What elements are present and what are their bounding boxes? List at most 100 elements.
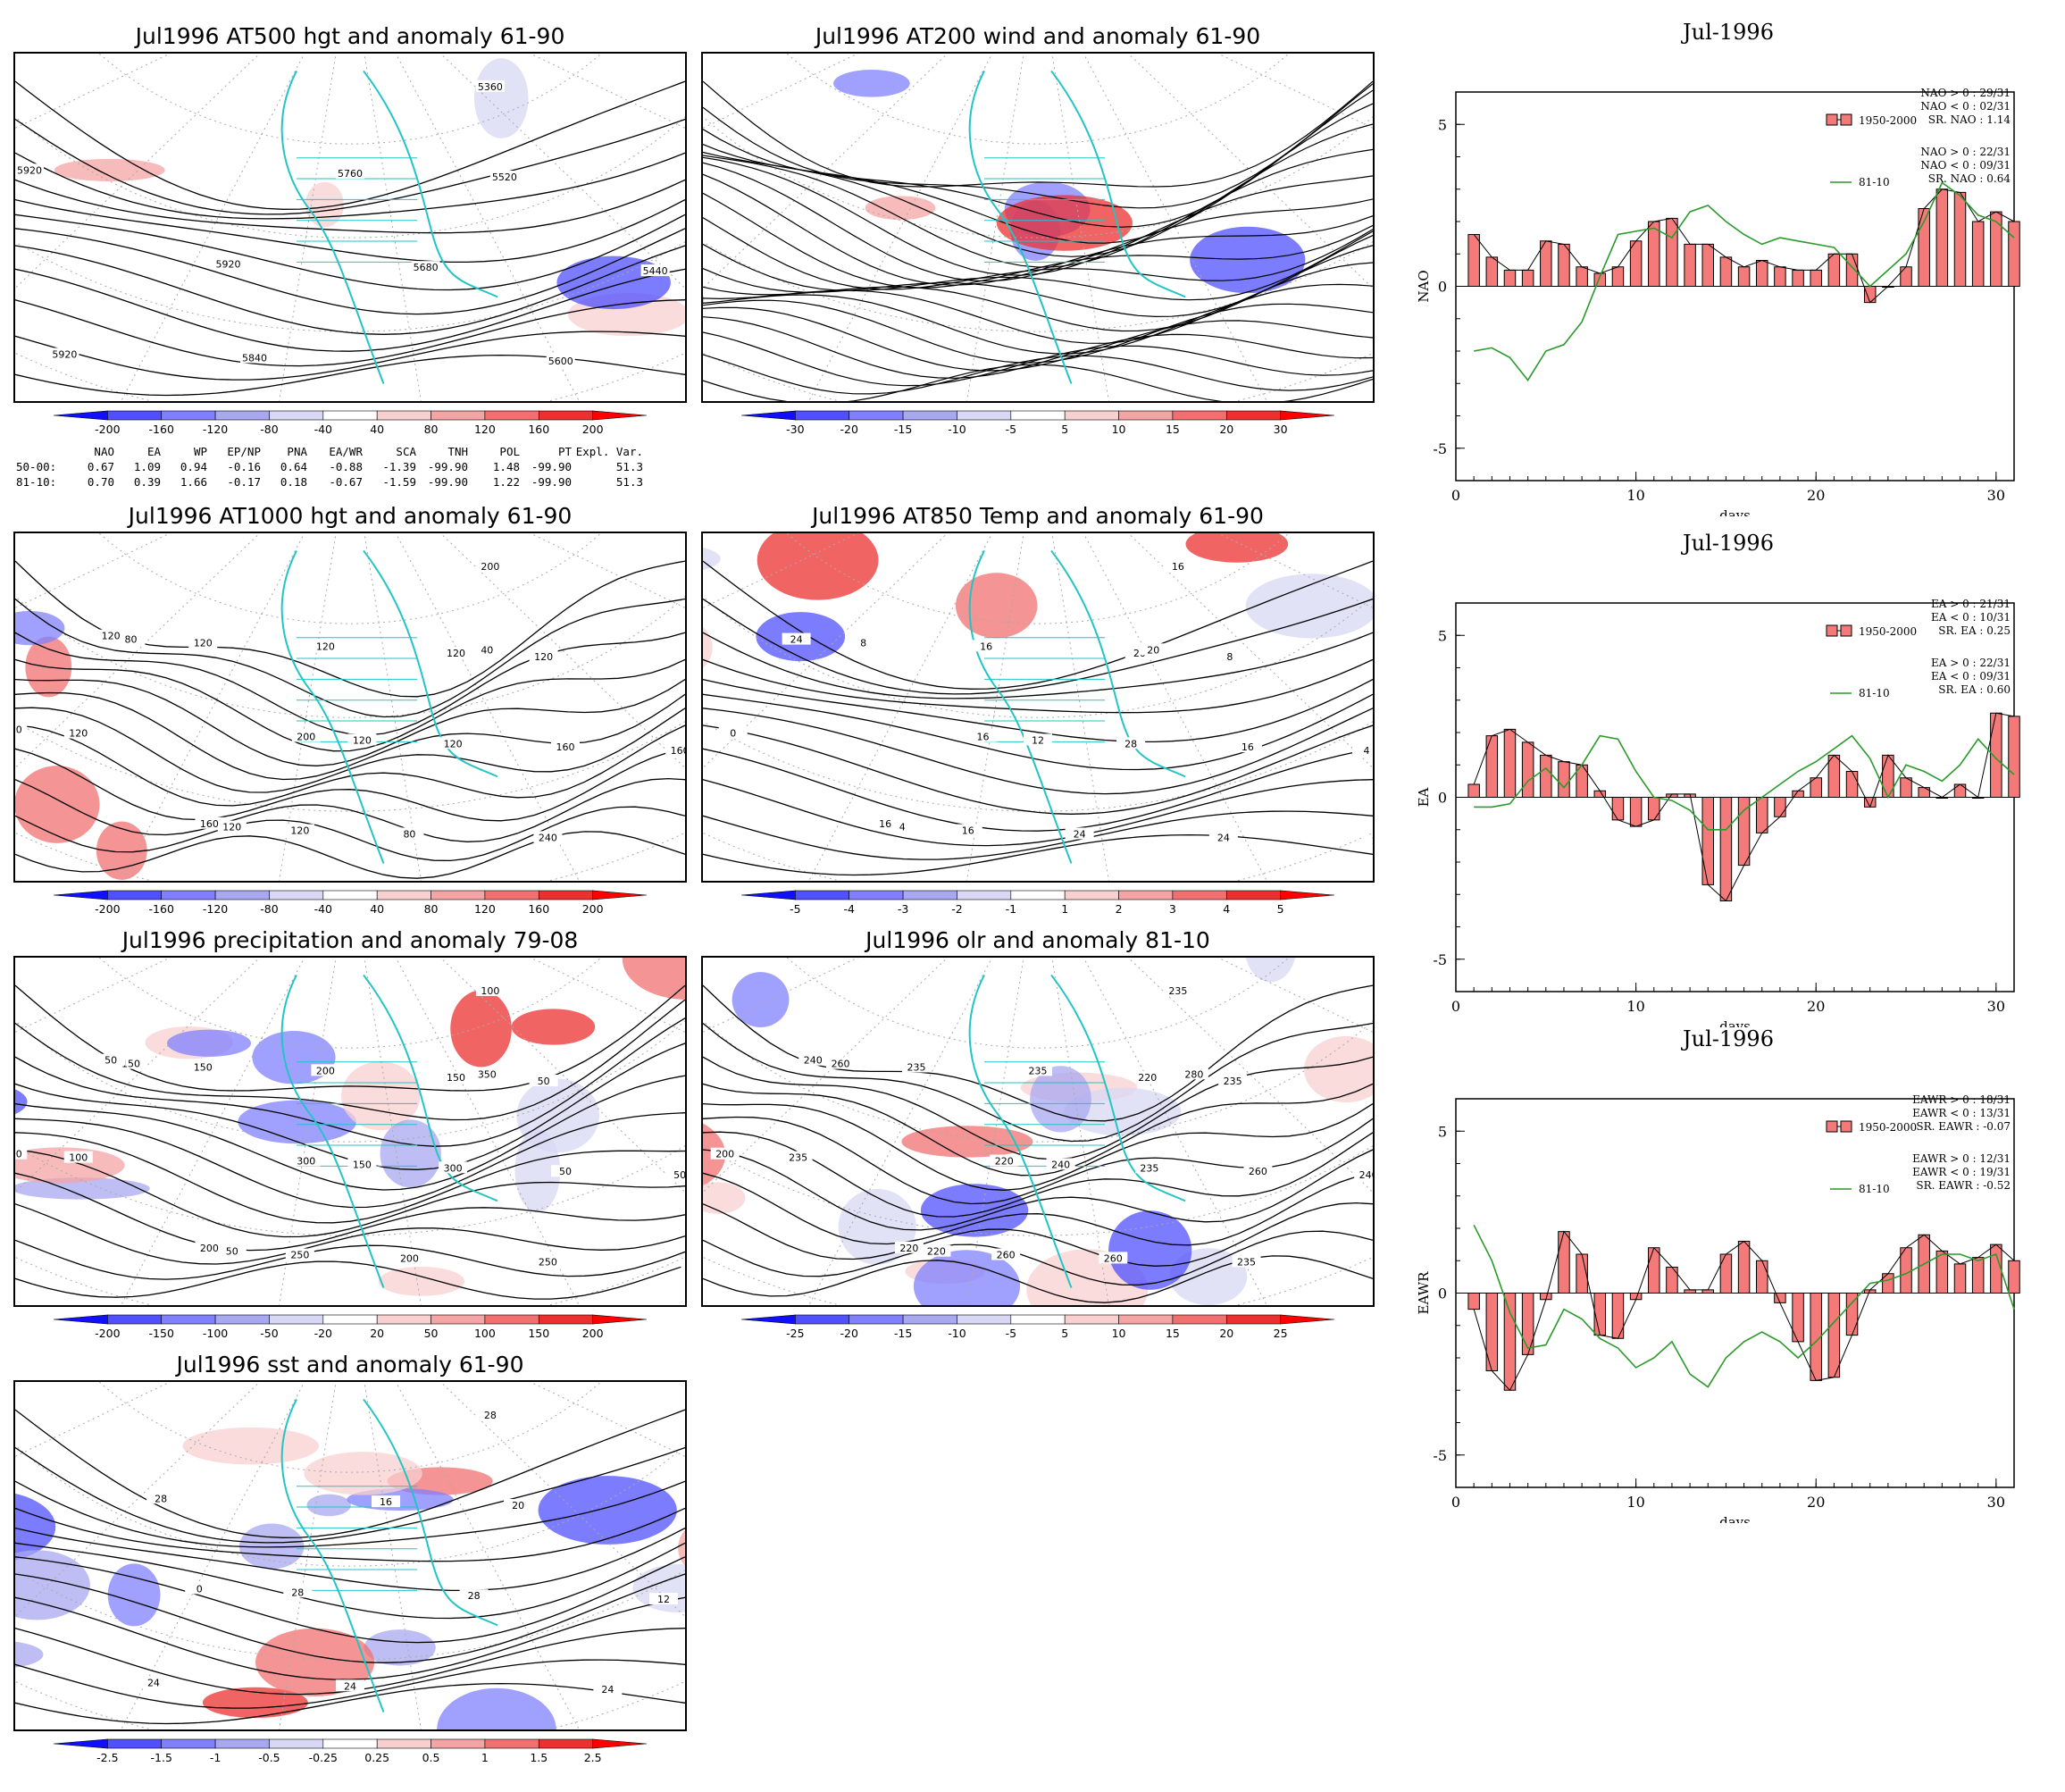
index-table-row: 81-10: 0.70 0.39 1.66 -0.17 0.18 -0.67 -… (16, 474, 643, 490)
bar (1467, 783, 1480, 798)
anomaly-shading (306, 1494, 351, 1517)
contour-label: 200 (681, 834, 685, 847)
colorbar-segment (795, 410, 850, 421)
anomaly-shading (54, 158, 165, 182)
contour-label: 4 (1351, 744, 1373, 757)
contour-label-text: 240 (1051, 1159, 1070, 1170)
contour-label: 120 (96, 629, 126, 642)
contour-line (15, 1573, 685, 1663)
contour-label-bg (1215, 650, 1244, 663)
contour-label-text: 28 (468, 1590, 481, 1602)
bar (1774, 266, 1786, 287)
anomaly-shading (15, 1493, 56, 1561)
colorbar-svg: -200 -150 -100 -50 -20 20 50 100 150 200 (53, 1314, 648, 1340)
colorbar-tick-label: 200 (582, 1327, 604, 1340)
map-panel-at1000: Jul1996 AT1000 hgt and anomaly 61-90 200 1… (13, 503, 687, 943)
bar (1521, 269, 1534, 287)
coastline (968, 70, 1186, 384)
index-table: NAO EA WP EP/NP PNA EA/WR SCA TNH POL PT… (16, 444, 643, 490)
colorbar-arrow-right (592, 1738, 648, 1749)
bar (1611, 1293, 1625, 1339)
colorbar-svg: -30 -20 -15 -10 -5 5 10 15 20 30 (740, 410, 1335, 436)
legend-label-bar: 1950-2000 (1859, 114, 1917, 127)
contour-label-bg (146, 1492, 176, 1504)
contour-line (703, 1255, 1373, 1303)
anomaly-shading (703, 626, 713, 668)
bar (1719, 256, 1733, 287)
bar (1719, 797, 1733, 901)
contour-label-text: 80 (124, 634, 137, 646)
contour-label: 260 (1099, 1252, 1128, 1264)
contour-label-text: 12 (1032, 734, 1044, 746)
contour-label-bg (1243, 1165, 1273, 1177)
contour-label-bg (826, 1057, 856, 1069)
contour-line (15, 748, 685, 822)
contour-label: 160 (195, 816, 224, 830)
contour-label: 50 (665, 1168, 685, 1181)
anomaly-shading (202, 1687, 308, 1719)
contour-label: 220 (1133, 1071, 1162, 1084)
colorbar-segment (161, 1314, 216, 1325)
table-cell: -0.67 (329, 475, 363, 489)
bar (1521, 1293, 1534, 1355)
anomaly-shading (473, 58, 529, 138)
colorbar-tick-label: -5 (1006, 423, 1016, 436)
colorbar-tick-label: 160 (528, 902, 549, 916)
colorbar-tick-label: 2 (1116, 902, 1123, 916)
graticule-meridian (350, 533, 685, 538)
streamline (703, 192, 1373, 289)
contour-label-bg (665, 1168, 685, 1181)
bar (1648, 797, 1660, 821)
contour-label-text: 16 (380, 1496, 392, 1508)
anomaly-shading (15, 610, 65, 646)
anomaly-shading (238, 1523, 305, 1570)
contour-line (15, 1409, 685, 1538)
contour-label: 24 (336, 1679, 364, 1692)
colorbar-tick-label: 80 (424, 902, 439, 916)
contour-label-bg (185, 1582, 214, 1595)
contour-label-text: 250 (539, 1256, 557, 1268)
colorbar-tick-label: 1.5 (530, 1751, 548, 1764)
contour-label-bg (1024, 733, 1052, 746)
coastline (968, 974, 1186, 1288)
colorbar-tick-label: 200 (582, 902, 604, 916)
contour-line (15, 1659, 685, 1709)
bar (1953, 191, 1967, 287)
contour-label-bg (291, 1154, 321, 1167)
anomaly-shading (913, 1250, 1021, 1305)
bar (1648, 1247, 1660, 1294)
header-cell: SCA (396, 445, 416, 458)
contour-label-bg (411, 261, 440, 273)
anomaly-shading (15, 1089, 28, 1115)
header-cell: TNH (447, 445, 468, 458)
contour-label-text: 28 (484, 1410, 497, 1421)
colorbar-tick-label: -40 (314, 423, 332, 436)
contour-label-text: 120 (444, 738, 463, 749)
contour-label: 16 (968, 730, 998, 743)
bar (1611, 797, 1625, 821)
x-tick-label: 10 (1626, 487, 1644, 504)
contour-label: 0 (185, 1582, 214, 1595)
table-cell: -0.17 (227, 475, 261, 489)
contour-label-text: 0 (730, 728, 736, 740)
colorbar-arrow-right (592, 1314, 648, 1325)
contour-label: 150 (441, 1071, 471, 1084)
contour-label: 20 (504, 1499, 533, 1511)
bar (2008, 1260, 2020, 1294)
contour-label: 5520 (489, 171, 519, 183)
series-line-81-10 (1473, 1225, 2015, 1388)
bar (1755, 260, 1768, 287)
contour-label: 40 (472, 643, 502, 656)
streamline (703, 217, 1373, 290)
contour-label-bg (96, 1053, 126, 1066)
coastline (280, 549, 498, 864)
legend-stat: SR. EAWR : -0.07 (1916, 1120, 2011, 1133)
contour-line (15, 179, 685, 234)
contour-label: 120 (188, 636, 218, 649)
streamline (703, 299, 1373, 364)
legend-stat: EAWR > 0 : 12/31 (1912, 1152, 2011, 1165)
contour-label-bg (550, 1165, 580, 1177)
anomaly-shading (511, 1009, 596, 1045)
contour-line (703, 810, 1373, 860)
contour-label-bg (336, 167, 364, 180)
